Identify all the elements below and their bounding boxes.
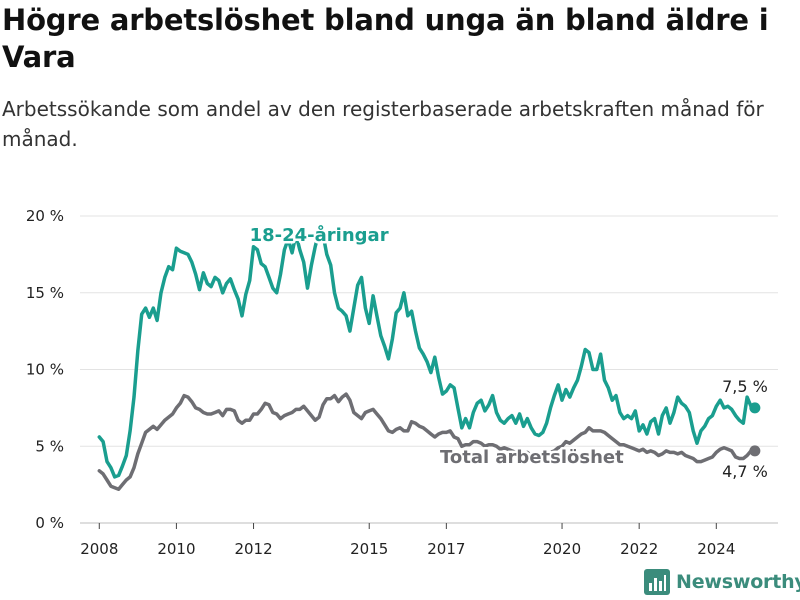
- chart-subtitle: Arbetssökande som andel av den registerb…: [2, 97, 764, 151]
- series-end-point: [749, 402, 761, 414]
- series-lines: [97, 229, 761, 491]
- series-end-point: [749, 445, 761, 457]
- bar-chart-logo-icon: [644, 569, 670, 595]
- series-labels: 18-24-åringar Total arbetslöshet 7,5 % 4,7 …: [247, 222, 768, 482]
- x-tick-label: 2020: [543, 540, 581, 558]
- y-tick-label: 10 %: [26, 361, 64, 379]
- x-tick-label: 2010: [157, 540, 195, 558]
- y-axis-ticks: 0 % 5 % 10 % 15 % 20 %: [26, 207, 64, 532]
- series-end-value-label: 4,7 %: [722, 462, 768, 481]
- y-tick-label: 15 %: [26, 284, 64, 302]
- x-tick-label: 2022: [620, 540, 658, 558]
- series-line-0: [97, 229, 757, 479]
- y-tick-label: 0 %: [35, 514, 64, 532]
- y-tick-label: 5 %: [35, 437, 64, 455]
- series-name-label: 18-24-åringar: [250, 224, 389, 246]
- x-tick-label: 2017: [427, 540, 465, 558]
- x-tick-label: 2015: [350, 540, 388, 558]
- chart-title: Högre arbetslöshet bland unga än bland ä…: [2, 3, 769, 74]
- x-tick-label: 2008: [80, 540, 118, 558]
- x-axis: 2008 2010 2012 2015 2017 2020 2022 2024: [80, 523, 735, 558]
- x-tick-label: 2012: [234, 540, 272, 558]
- series-end-value-label: 7,5 %: [722, 377, 768, 396]
- series-line-1: [97, 392, 757, 491]
- gridlines: [80, 215, 778, 524]
- brand-name: Newsworthy: [676, 571, 800, 593]
- x-tick-label: 2024: [697, 540, 735, 558]
- newsworthy-brand: Newsworthy: [644, 568, 800, 596]
- y-tick-label: 20 %: [26, 207, 64, 225]
- line-chart: 0 %5 %10 %15 %20 % 2008 2010 2012 2015 2017 2…: [26, 207, 778, 558]
- series-name-label: Total arbetslöshet: [440, 447, 624, 468]
